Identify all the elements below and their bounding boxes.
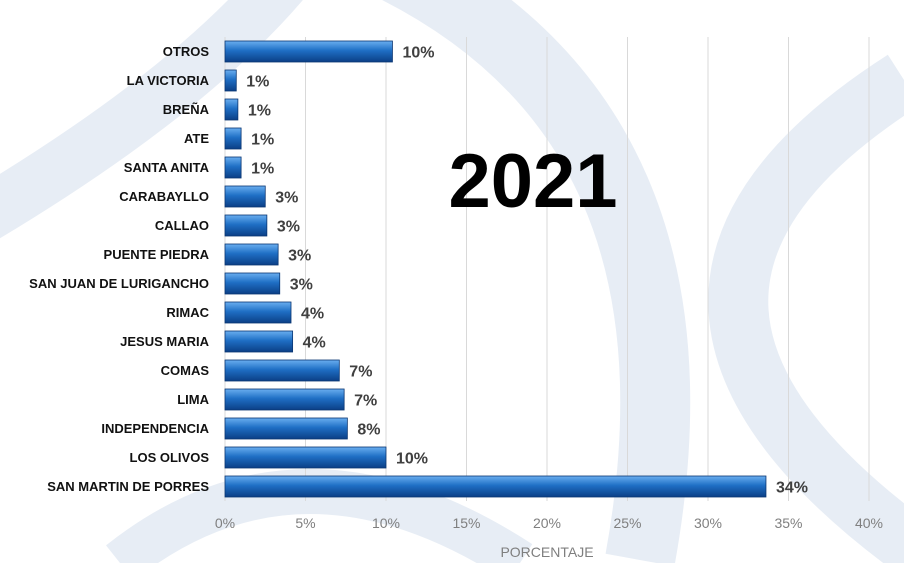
category-label: INDEPENDENCIA xyxy=(101,421,209,436)
x-tick-label: 20% xyxy=(533,515,561,531)
data-label: 1% xyxy=(251,132,274,149)
x-tick-label: 40% xyxy=(855,515,883,531)
category-label: SANTA ANITA xyxy=(124,160,210,175)
x-tick-label: 25% xyxy=(613,515,641,531)
bar xyxy=(224,388,345,411)
category-label: JESUS MARIA xyxy=(120,334,209,349)
data-label: 1% xyxy=(246,74,269,91)
data-labels: 10%1%1%1%1%3%3%3%3%4%4%7%7%8%10%34% xyxy=(246,45,808,497)
bar xyxy=(224,301,292,324)
data-label: 3% xyxy=(277,219,300,236)
data-label: 4% xyxy=(301,306,324,323)
data-label: 34% xyxy=(776,480,808,497)
bar xyxy=(224,330,294,353)
bar xyxy=(224,417,348,440)
data-label: 10% xyxy=(396,451,428,468)
bar xyxy=(224,214,268,237)
bar xyxy=(224,40,393,63)
category-label: CARABAYLLO xyxy=(119,189,209,204)
category-label: PUENTE PIEDRA xyxy=(104,247,210,262)
data-label: 1% xyxy=(248,103,271,120)
category-label: LOS OLIVOS xyxy=(130,450,210,465)
x-tick-label: 5% xyxy=(295,515,315,531)
data-label: 4% xyxy=(303,335,326,352)
category-label: BREÑA xyxy=(163,102,210,117)
bar xyxy=(224,98,239,121)
x-tick-label: 35% xyxy=(774,515,802,531)
category-label: LIMA xyxy=(177,392,209,407)
category-label: LA VICTORIA xyxy=(127,73,210,88)
chart-title: 2021 xyxy=(448,139,617,224)
bar xyxy=(224,69,237,92)
data-label: 7% xyxy=(349,364,372,381)
data-label: 3% xyxy=(275,190,298,207)
data-label: 8% xyxy=(357,422,380,439)
bar xyxy=(224,359,340,382)
category-label: CALLAO xyxy=(155,218,209,233)
category-label: ATE xyxy=(184,131,209,146)
data-label: 3% xyxy=(288,248,311,265)
category-label: COMAS xyxy=(161,363,210,378)
bars xyxy=(224,40,767,498)
category-labels: OTROS LA VICTORIA BREÑA ATE SANTA ANITA CARAB… xyxy=(29,44,209,494)
category-label: SAN MARTIN DE PORRES xyxy=(47,479,209,494)
x-axis-title: PORCENTAJE xyxy=(500,544,593,560)
bar xyxy=(224,272,281,295)
bar xyxy=(224,127,242,150)
x-tick-label: 15% xyxy=(452,515,480,531)
category-label: SAN JUAN DE LURIGANCHO xyxy=(29,276,209,291)
x-tick-labels: 0% 5% 10% 15% 20% 25% 30% 35% 40% xyxy=(215,515,883,531)
data-label: 10% xyxy=(402,45,434,62)
bar xyxy=(224,446,387,469)
bar xyxy=(224,156,242,179)
data-label: 1% xyxy=(251,161,274,178)
x-tick-label: 10% xyxy=(372,515,400,531)
bar xyxy=(224,185,266,208)
category-label: RIMAC xyxy=(166,305,209,320)
bar xyxy=(224,475,767,498)
x-tick-label: 0% xyxy=(215,515,235,531)
category-label: OTROS xyxy=(163,44,210,59)
bar xyxy=(224,243,279,266)
x-tick-label: 30% xyxy=(694,515,722,531)
data-label: 3% xyxy=(290,277,313,294)
data-label: 7% xyxy=(354,393,377,410)
